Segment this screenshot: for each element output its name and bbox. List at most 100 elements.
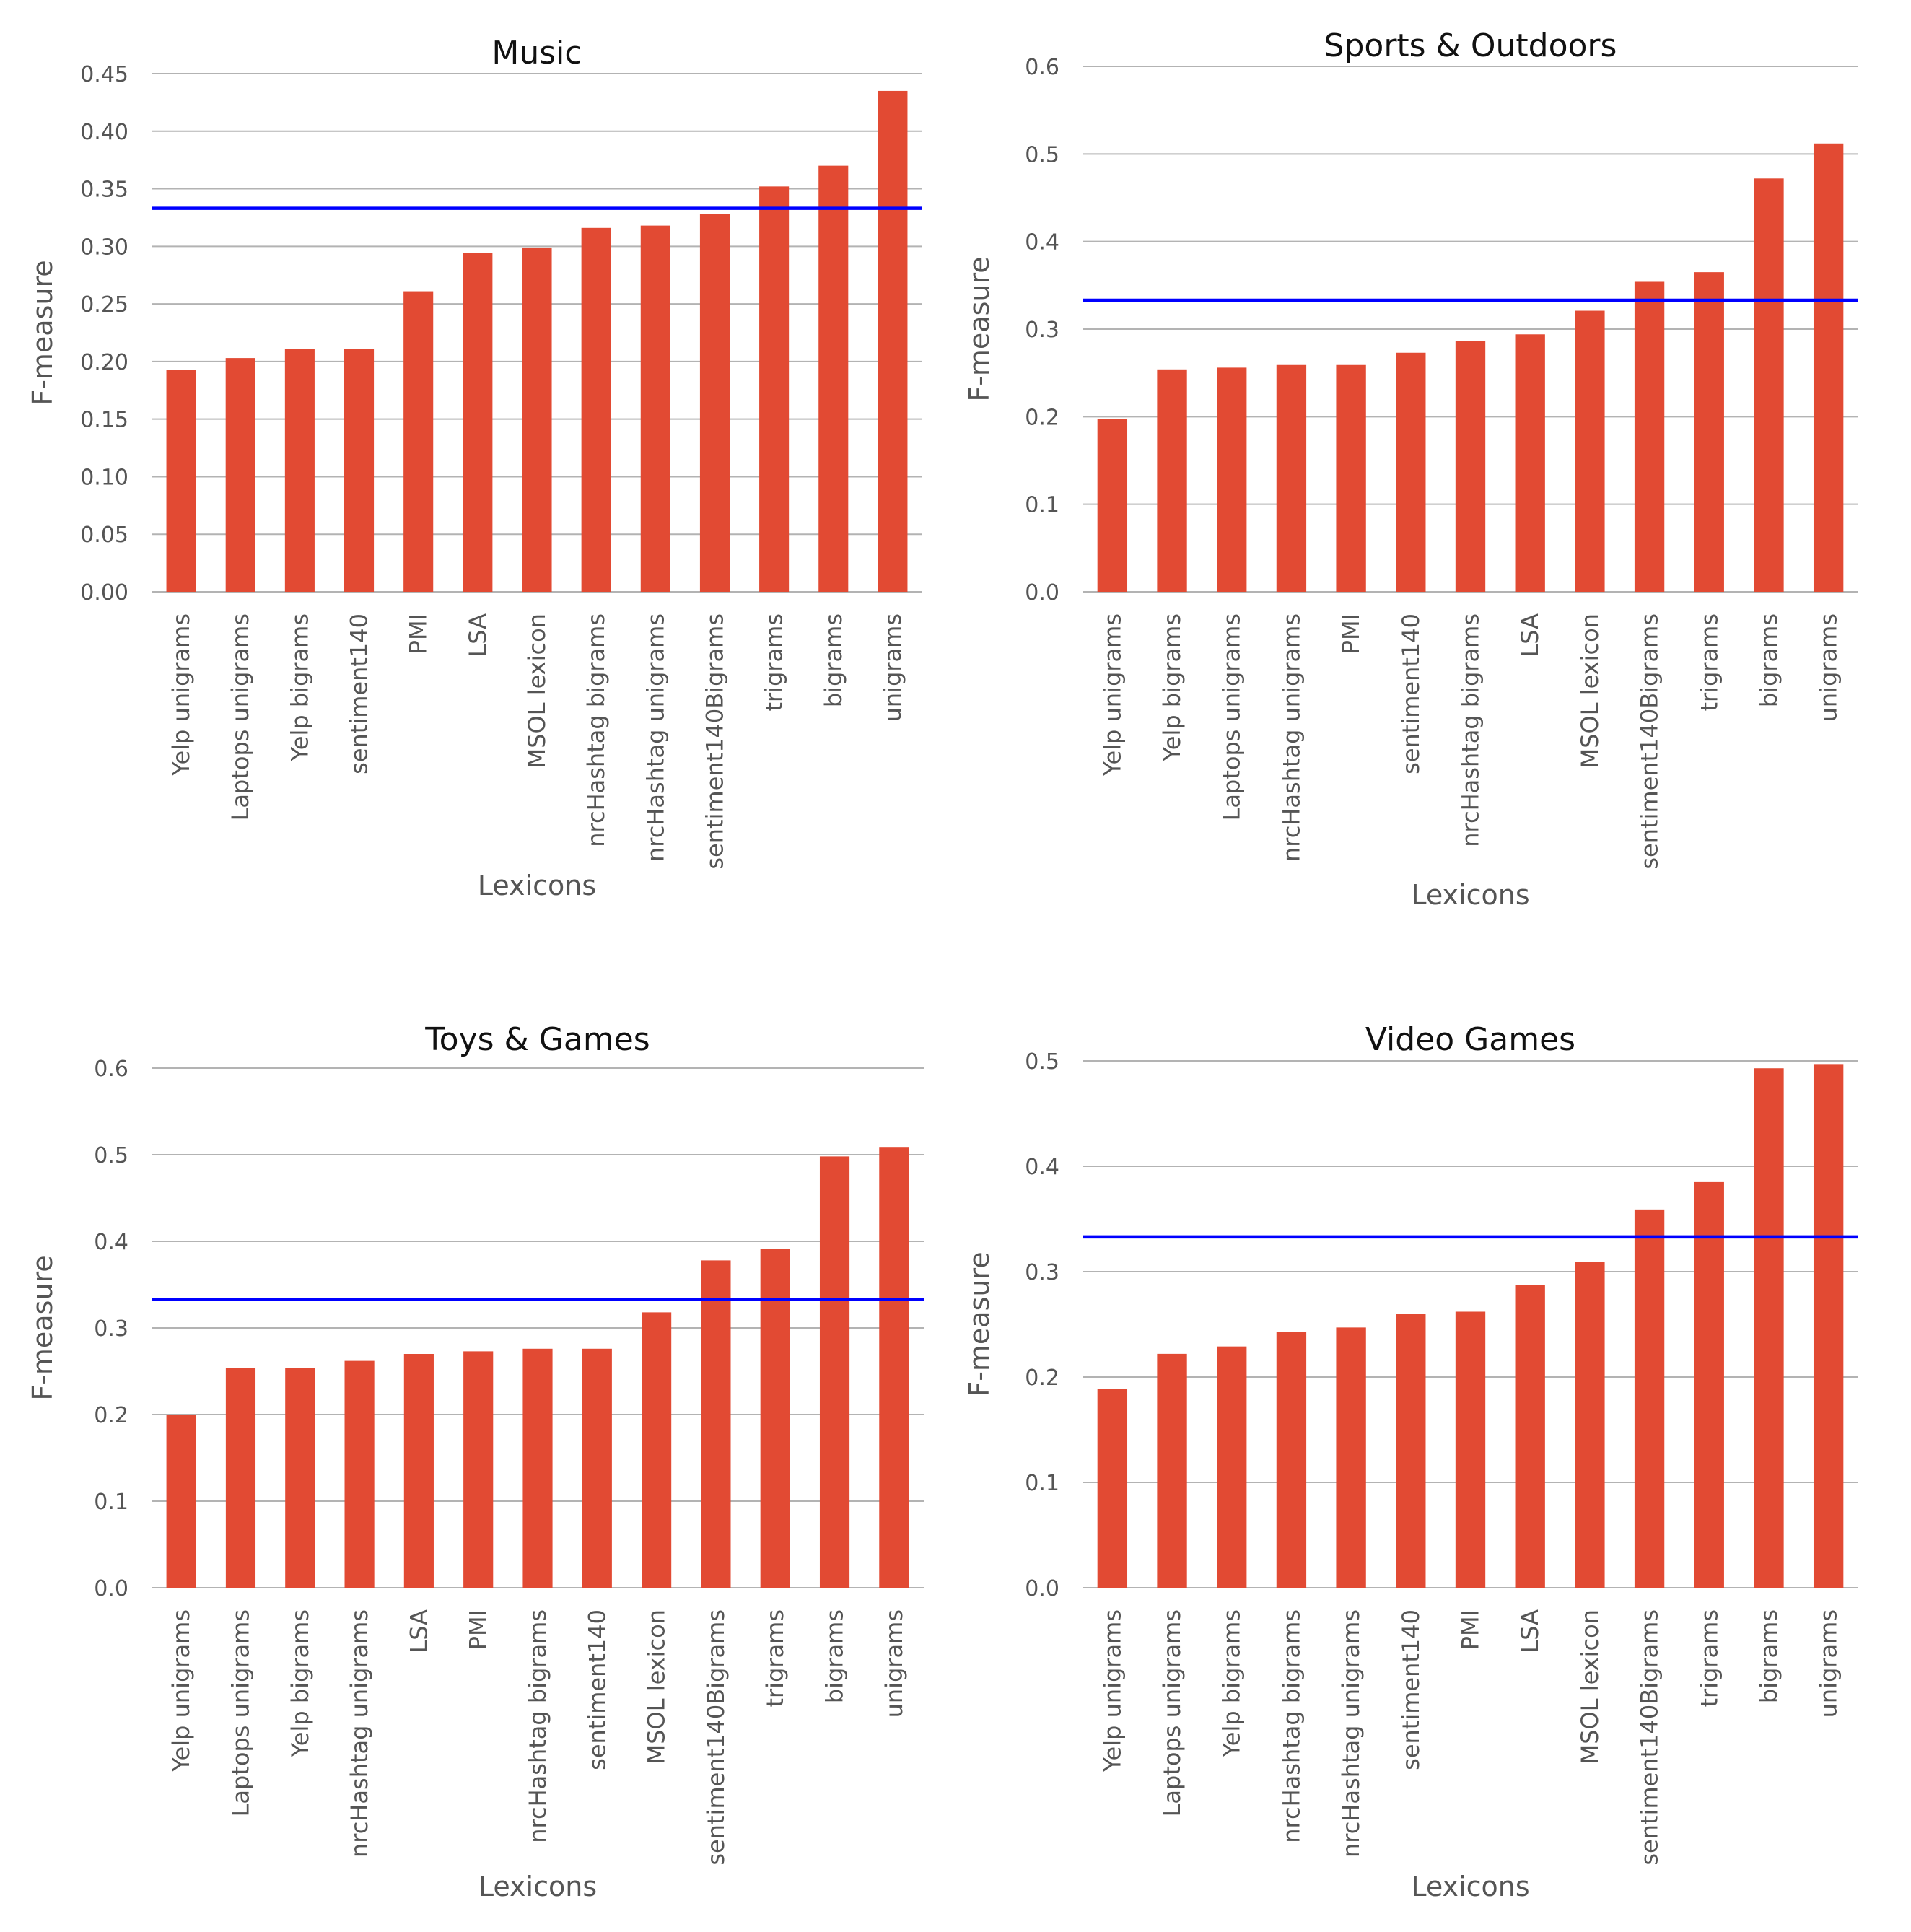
x-tick-label: trigrams xyxy=(761,613,788,712)
y-tick-label: 0.0 xyxy=(1025,580,1059,606)
chart-title: Video Games xyxy=(1365,1021,1575,1058)
x-tick-label: bigrams xyxy=(821,1609,849,1703)
bar-laptops-unigrams xyxy=(225,358,255,592)
y-tick-label: 0.1 xyxy=(1025,493,1059,518)
x-tick-label: nrcHashtag bigrams xyxy=(582,613,610,847)
y-tick-label: 0.3 xyxy=(1025,1260,1059,1285)
x-tick-label: MSOL lexicon xyxy=(1576,613,1604,768)
x-tick-label: nrcHashtag bigrams xyxy=(1457,613,1484,847)
bar-sentiment140bigrams xyxy=(699,214,730,592)
y-tick-label: 0.0 xyxy=(1025,1576,1059,1601)
bar-yelp-bigrams xyxy=(1217,1346,1247,1588)
bar-yelp-unigrams xyxy=(1097,419,1128,592)
bar-sentiment140bigrams xyxy=(1634,1209,1665,1588)
y-tick-label: 0.20 xyxy=(80,350,128,375)
bar-sentiment140bigrams xyxy=(701,1260,731,1588)
y-tick-label: 0.4 xyxy=(94,1230,128,1255)
bar-pmi xyxy=(463,1351,494,1588)
x-tick-label: sentiment140Bigrams xyxy=(1636,1609,1663,1866)
bar-pmi xyxy=(403,291,434,592)
y-tick-label: 0.4 xyxy=(1025,230,1059,255)
bar-lsa xyxy=(463,253,493,592)
x-tick-label: Laptops unigrams xyxy=(227,1609,254,1817)
x-axis-label: Lexicons xyxy=(1411,879,1529,911)
bar-laptops-unigrams xyxy=(1157,1353,1187,1588)
x-tick-label: unigrams xyxy=(1815,613,1842,722)
y-tick-label: 0.2 xyxy=(1025,1365,1059,1391)
bar-yelp-bigrams xyxy=(284,349,315,592)
y-tick-label: 0.2 xyxy=(94,1403,128,1428)
bar-bigrams xyxy=(1754,178,1784,593)
x-tick-label: sentiment140 xyxy=(1397,1609,1425,1770)
bar-laptops-unigrams xyxy=(1217,367,1247,592)
bar-nrchashtag-bigrams xyxy=(1276,1332,1307,1588)
bar-lsa xyxy=(403,1354,434,1588)
x-tick-label: sentiment140Bigrams xyxy=(702,1609,730,1866)
y-tick-label: 0.5 xyxy=(94,1143,128,1168)
bar-nrchashtag-bigrams xyxy=(1455,341,1486,592)
bar-lsa xyxy=(1515,1285,1545,1588)
x-tick-label: sentiment140 xyxy=(346,613,373,774)
x-tick-label: Yelp bigrams xyxy=(287,1609,314,1757)
x-tick-label: PMI xyxy=(405,613,432,654)
bar-lsa xyxy=(1515,334,1545,592)
bar-laptops-unigrams xyxy=(225,1368,256,1588)
bar-trigrams xyxy=(760,1249,790,1588)
bar-trigrams xyxy=(1694,272,1724,592)
bar-bigrams xyxy=(1754,1068,1784,1588)
x-tick-label: LSA xyxy=(1516,613,1544,657)
x-tick-label: sentiment140 xyxy=(583,1609,611,1770)
bar-unigrams xyxy=(1813,143,1844,593)
bar-nrchashtag-bigrams xyxy=(581,227,611,592)
bar-yelp-bigrams xyxy=(1157,369,1187,592)
x-tick-label: bigrams xyxy=(1755,613,1783,707)
y-axis-label: F-measure xyxy=(963,1251,995,1396)
y-tick-label: 0.4 xyxy=(1025,1155,1059,1180)
y-tick-label: 0.6 xyxy=(94,1057,128,1082)
y-tick-label: 0.3 xyxy=(1025,318,1059,343)
x-tick-label: LSA xyxy=(405,1609,432,1653)
x-tick-label: LSA xyxy=(1516,1609,1544,1653)
x-tick-label: unigrams xyxy=(879,613,906,722)
x-tick-label: Laptops unigrams xyxy=(1158,1609,1186,1817)
x-tick-label: Yelp unigrams xyxy=(1098,613,1126,777)
bar-nrchashtag-unigrams xyxy=(1276,364,1307,592)
bar-nrchashtag-unigrams xyxy=(1336,1327,1366,1588)
bar-unigrams xyxy=(1813,1064,1844,1588)
y-tick-label: 0.45 xyxy=(80,62,128,87)
bar-nrchashtag-bigrams xyxy=(522,1348,553,1588)
y-tick-label: 0.00 xyxy=(80,580,128,606)
bar-msol-lexicon xyxy=(642,1312,672,1588)
bar-yelp-unigrams xyxy=(166,370,196,592)
x-tick-label: Yelp bigrams xyxy=(1218,1609,1246,1757)
x-tick-label: Yelp bigrams xyxy=(1158,613,1186,761)
y-tick-label: 0.05 xyxy=(80,523,128,548)
bar-trigrams xyxy=(1694,1181,1724,1588)
x-tick-label: Yelp unigrams xyxy=(1098,1609,1126,1773)
x-tick-label: LSA xyxy=(464,613,491,657)
x-tick-label: PMI xyxy=(465,1609,492,1650)
bar-nrchashtag-unigrams xyxy=(640,225,670,592)
y-tick-label: 0.40 xyxy=(80,120,128,145)
bar-bigrams xyxy=(819,1156,850,1588)
x-tick-label: Laptops unigrams xyxy=(227,613,254,821)
x-axis-label: Lexicons xyxy=(1411,1871,1529,1902)
x-tick-label: Yelp bigrams xyxy=(286,613,313,761)
bar-trigrams xyxy=(759,186,790,592)
x-tick-label: PMI xyxy=(1337,613,1365,654)
x-tick-label: MSOL lexicon xyxy=(523,613,551,768)
chart-title: Music xyxy=(491,35,582,71)
x-tick-label: Yelp unigrams xyxy=(167,1609,195,1773)
bar-sentiment140 xyxy=(1396,352,1426,592)
y-tick-label: 0.30 xyxy=(80,235,128,260)
bar-pmi xyxy=(1455,1311,1486,1588)
y-axis-label: F-measure xyxy=(963,256,995,401)
chart-title: Toys & Games xyxy=(424,1021,650,1058)
y-tick-label: 0.3 xyxy=(94,1316,128,1342)
bar-nrchashtag-unigrams xyxy=(344,1360,375,1588)
x-axis-label: Lexicons xyxy=(478,870,596,901)
chart-panel-2: 0.0 0.1 0.2 0.3 0.4 0.5 0.6 Yelp unigrams Yelp b… xyxy=(963,27,1858,911)
y-tick-label: 0.35 xyxy=(80,178,128,203)
x-tick-label: unigrams xyxy=(1815,1609,1842,1718)
bar-sentiment140 xyxy=(1396,1314,1426,1588)
